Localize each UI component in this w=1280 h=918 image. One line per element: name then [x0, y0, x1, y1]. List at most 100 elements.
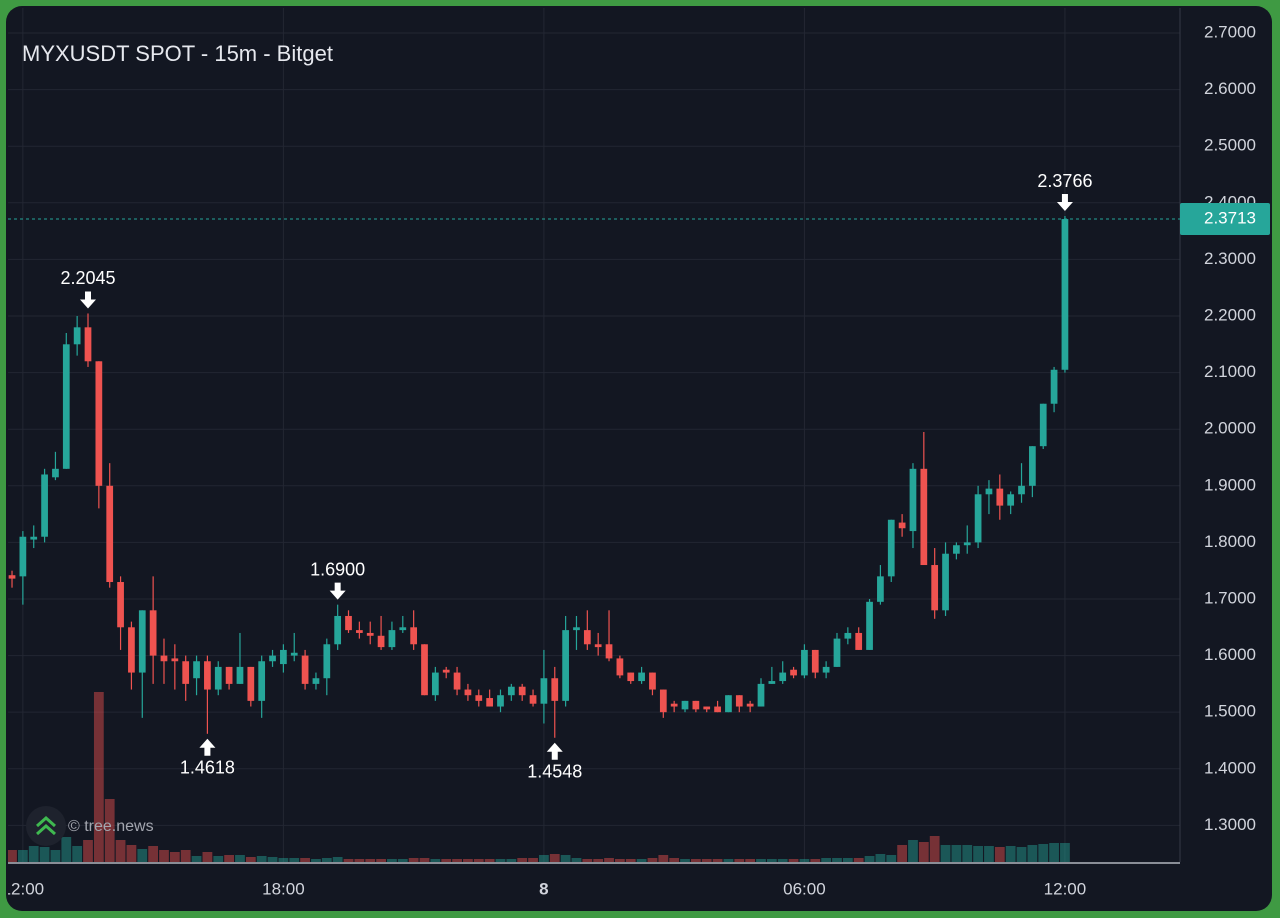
- candle-body: [410, 627, 418, 645]
- y-tick-label: 2.6000: [1204, 79, 1256, 98]
- volume-bar: [940, 845, 951, 862]
- candle-body: [290, 652, 298, 656]
- candle-body: [280, 649, 287, 665]
- candle-body: [431, 672, 439, 696]
- candle-body: [312, 678, 320, 684]
- volume-bar: [169, 852, 180, 862]
- candle-body: [963, 542, 971, 546]
- y-tick-label: 1.4000: [1204, 758, 1256, 777]
- candle-body: [377, 635, 385, 648]
- candle-body: [117, 582, 124, 628]
- candle-body: [1018, 485, 1025, 495]
- candle-body: [605, 644, 613, 659]
- candle-body: [594, 644, 602, 648]
- candle-body: [681, 700, 689, 710]
- volume-bar: [484, 859, 495, 862]
- volume-bar: [39, 847, 50, 862]
- candle-body: [442, 669, 450, 673]
- candle-body: [8, 575, 16, 579]
- volume-bar: [973, 846, 983, 862]
- candle-body: [551, 678, 559, 701]
- volume-bar: [636, 859, 647, 862]
- volume-bar: [951, 845, 962, 862]
- candle-body: [507, 686, 515, 696]
- candle-body: [920, 468, 928, 566]
- candle-body: [138, 610, 146, 673]
- volume-bar: [61, 837, 72, 862]
- volume-bar: [365, 859, 376, 862]
- candle-body: [1007, 494, 1015, 506]
- candle-body: [345, 615, 352, 631]
- candle-body: [182, 661, 190, 684]
- volume-bar: [419, 858, 430, 862]
- volume-bar: [72, 846, 83, 862]
- x-tick-label: 12:00: [1044, 879, 1087, 898]
- y-tick-label: 1.6000: [1204, 645, 1256, 664]
- candle-body: [258, 661, 266, 701]
- volume-bar: [984, 846, 994, 862]
- volume-bar: [93, 692, 104, 862]
- candle-body: [855, 632, 863, 650]
- x-tick-label: 06:00: [783, 879, 826, 898]
- volume-bar: [159, 850, 169, 862]
- volume-bar: [408, 858, 419, 862]
- volume-bar: [853, 858, 864, 862]
- volume-bar: [1038, 844, 1049, 862]
- volume-bar: [918, 842, 929, 862]
- volume-bar: [756, 859, 766, 862]
- candle-body: [171, 658, 179, 662]
- volume-bar: [463, 859, 473, 862]
- candle-body: [996, 488, 1004, 506]
- y-tick-label: 2.0000: [1204, 419, 1256, 438]
- volume-bar: [832, 858, 842, 862]
- volume-bar: [441, 859, 452, 862]
- volume-bar: [647, 858, 658, 862]
- volume-bar: [104, 799, 115, 862]
- annotation-arrow: [80, 291, 97, 309]
- annotation-arrow: [329, 582, 346, 600]
- volume-bar: [202, 852, 213, 862]
- volume-bar: [50, 850, 61, 862]
- candle-body: [953, 545, 960, 554]
- candle-body: [573, 627, 580, 631]
- volume-bar: [1005, 846, 1016, 862]
- candle-body: [692, 700, 700, 710]
- candle-body: [583, 630, 591, 645]
- volume-bar: [180, 850, 191, 862]
- volume-bar: [528, 858, 538, 862]
- candle-body: [1050, 369, 1058, 404]
- volume-bar: [897, 845, 908, 862]
- volume-bar: [712, 859, 723, 862]
- candle-body: [638, 672, 645, 682]
- volume-bar: [506, 859, 517, 862]
- candle-body: [529, 695, 537, 704]
- candle-body: [399, 627, 407, 631]
- volume-bar: [766, 859, 777, 862]
- annotation-label: 1.4618: [180, 758, 235, 778]
- volume-bar: [300, 858, 310, 862]
- volume-bar: [549, 854, 560, 862]
- volume-bar: [289, 858, 300, 862]
- volume-bar: [864, 856, 875, 862]
- x-tick-label: 18:00: [262, 879, 305, 898]
- candle-body: [909, 468, 917, 532]
- volume-bar: [593, 859, 604, 862]
- volume-bar: [137, 849, 148, 862]
- volume-bar: [28, 846, 39, 862]
- chart-title: MYXUSDT SPOT - 15m - Bitget: [22, 41, 333, 66]
- candle-body: [540, 678, 548, 704]
- volume-bar: [560, 855, 571, 862]
- volume-bar: [387, 859, 397, 862]
- candle-body: [160, 655, 168, 662]
- x-tick-label: 12:00: [2, 879, 45, 898]
- volume-bar: [734, 859, 745, 862]
- volume-bar: [278, 858, 289, 862]
- volume-bar: [908, 840, 918, 862]
- volume-bar: [680, 859, 690, 862]
- candle-body: [887, 519, 895, 577]
- last-price-box: [1180, 203, 1270, 236]
- y-tick-label: 1.3000: [1204, 815, 1256, 834]
- candle-body: [84, 327, 92, 362]
- candle-body: [1039, 403, 1047, 447]
- volume-bar: [267, 857, 278, 862]
